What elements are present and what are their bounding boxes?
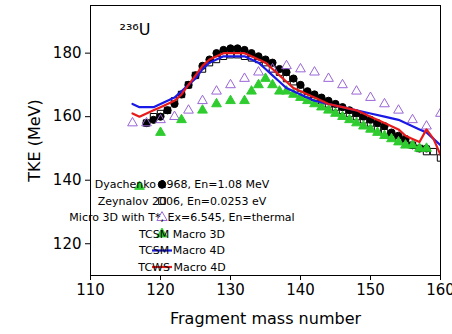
- svg-text:130: 130: [216, 281, 245, 299]
- svg-text:Micro 3D with T*, Ex=6.545, En: Micro 3D with T*, Ex=6.545, En=thermal: [69, 211, 294, 224]
- svg-text:TCWS Macro 4D: TCWS Macro 4D: [137, 261, 225, 274]
- svg-text:160: 160: [426, 281, 452, 299]
- svg-text:120: 120: [146, 281, 175, 299]
- svg-text:TCSM Macro 4D: TCSM Macro 4D: [138, 244, 225, 257]
- svg-text:TKE (MeV): TKE (MeV): [25, 99, 44, 183]
- svg-text:140: 140: [53, 171, 82, 189]
- svg-text:Dyachenko 1968, En=1.08 MeV: Dyachenko 1968, En=1.08 MeV: [95, 178, 270, 191]
- svg-text:Zeynalov 2006, En=0.0253 eV: Zeynalov 2006, En=0.0253 eV: [98, 195, 267, 208]
- svg-text:TCSM Macro 3D: TCSM Macro 3D: [138, 228, 225, 241]
- svg-text:110: 110: [76, 281, 105, 299]
- svg-text:120: 120: [53, 235, 82, 253]
- svg-text:160: 160: [53, 107, 82, 125]
- svg-text:150: 150: [356, 281, 385, 299]
- svg-text:180: 180: [53, 44, 82, 62]
- svg-text:140: 140: [286, 281, 315, 299]
- svg-text:²³⁶U: ²³⁶U: [120, 20, 151, 39]
- svg-text:Fragment mass number: Fragment mass number: [170, 309, 362, 328]
